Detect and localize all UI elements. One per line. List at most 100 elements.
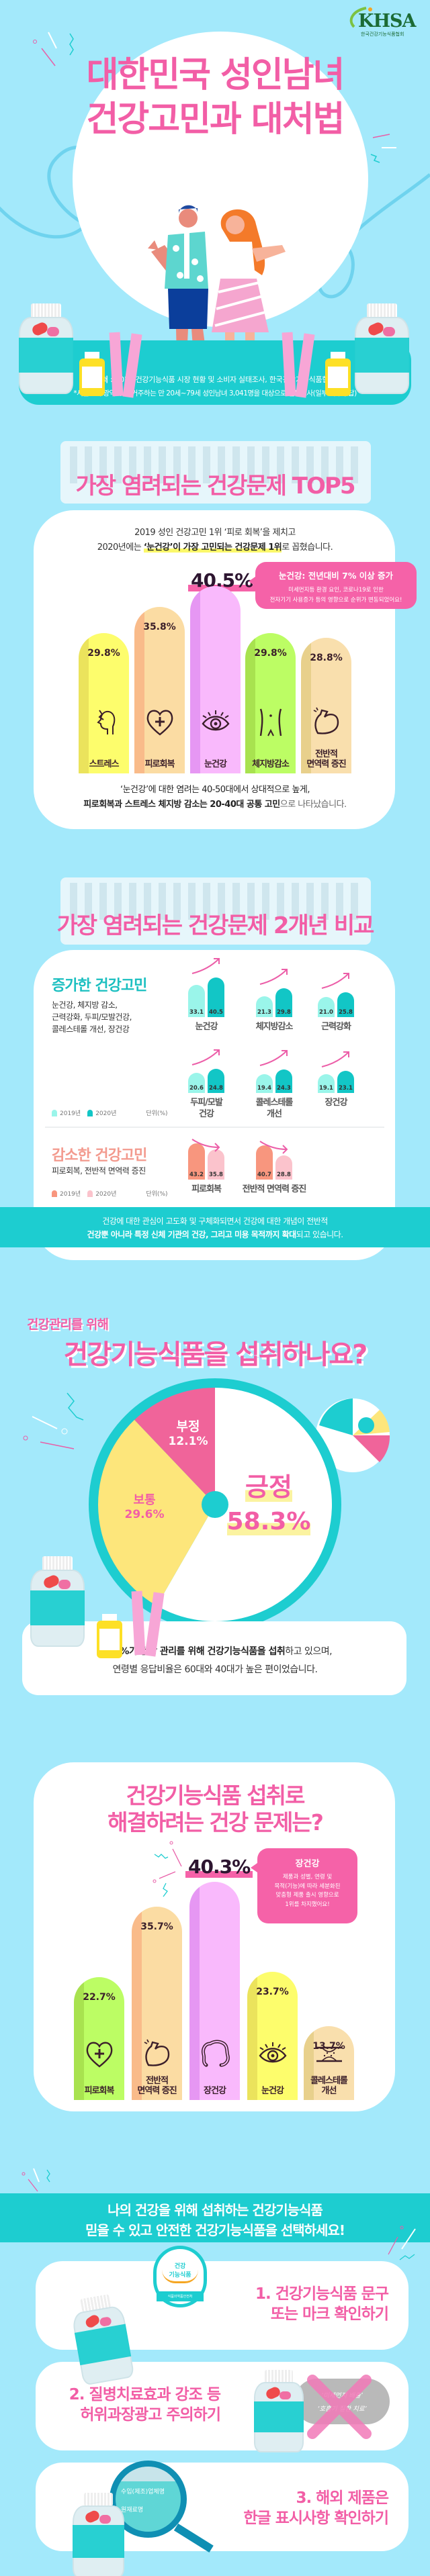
bar-2020: 28.8 — [275, 1155, 292, 1180]
source-text: 2020 건강기능식품 시장 현황 및 소비자 실태조사, 한국건강기능식품협회 — [115, 375, 336, 384]
khsa-logo: KHSA 한국건강기능식품협회 — [346, 5, 416, 38]
bar-category-label: 두피/모발 건강 — [190, 1098, 223, 1119]
supplement-bottle-illustration — [355, 303, 409, 394]
decreased-legend: 2019년 2020년 단위(%) — [52, 1189, 168, 1198]
pie-label-negative: 부정 12.1% — [168, 1417, 208, 1448]
muscle-arm-icon — [142, 2038, 173, 2069]
bar-label: 눈건강 — [261, 2085, 284, 2096]
slice-label: 긍정 — [245, 1472, 292, 1502]
bar-category-label: 근력강화 — [321, 1022, 351, 1032]
bar-value: 33.1 — [189, 1008, 204, 1016]
increase-arrow-icon — [259, 1049, 288, 1066]
bar-value: 13.7% — [312, 2040, 345, 2052]
health-functional-food-mark: 건강 기능식품 식품의약품안전처 — [153, 2246, 207, 2307]
bar-head-stress: 29.8% 스트레스 — [79, 633, 129, 773]
step-line: 1. 건강기능식품 문구 — [255, 2285, 389, 2303]
supplement-sticks-illustration — [282, 332, 317, 399]
bar-label: 눈건강 — [204, 759, 227, 769]
step-line: 한글 표시사항 확인하기 — [243, 2510, 389, 2527]
muscle-arm-icon — [311, 706, 342, 737]
bar-category-label: 전반적 면역력 증진 — [242, 1184, 307, 1194]
bar-value: 23.1 — [339, 1084, 353, 1092]
logo-swoosh-icon — [349, 7, 372, 28]
vitamin-bottle-illustration — [79, 352, 105, 396]
band-bold: 건강뿐 아니라 특정 신체 기관의 건강, 그리고 미용 목적까지 확대 — [87, 1230, 296, 1239]
bar-value: 29.8 — [277, 1008, 291, 1016]
supplement-bottle-illustration — [30, 1556, 85, 1647]
magnifier-text: 원재료명 — [121, 2507, 144, 2514]
callout-text: 제품과 성별, 연령 및 목적(기능)에 따라 세분화된 맞춤형 제품 출시 영… — [257, 1873, 357, 1909]
bar-category-label: 장건강 — [325, 1098, 348, 1108]
increase-arrow-icon — [191, 958, 220, 975]
bar-muscle-arm: 28.8% 전반적 면역력 증진 — [301, 637, 351, 773]
bar-value: 21.0 — [319, 1008, 333, 1016]
mark-text: 기능식품 — [162, 2270, 198, 2283]
legend-label: 2019년 — [60, 1110, 81, 1117]
supplement-sticks-illustration — [109, 332, 144, 399]
pie-slice — [97, 1419, 215, 1606]
slice-value: 29.6% — [124, 1508, 165, 1521]
desc-line: 눈건강, 체지방 감소, — [52, 1000, 118, 1010]
summary-bold: 58.3%가 건강 관리를 위해 건강기능식품을 섭취 — [97, 1646, 286, 1657]
decorative-squiggle-lines — [23, 1392, 84, 1449]
mark-text: 건강 — [174, 2263, 186, 2270]
bar-value: 40.7 — [257, 1172, 271, 1178]
eye-icon — [200, 706, 231, 737]
slice-value: 12.1% — [168, 1435, 208, 1448]
bar-category-label: 눈건강 — [195, 1022, 218, 1032]
bar-2019: 33.1 — [188, 985, 205, 1017]
tips-banner-line2: 믿을 수 있고 안전한 건강기능식품을 선택하세요! — [85, 2222, 345, 2238]
increase-arrow-icon — [191, 1049, 220, 1066]
bar-2019: 21.0 — [318, 996, 335, 1017]
tips-banner-line1: 나의 건강을 위해 섭취하는 건강기능식품 — [108, 2202, 323, 2218]
bar-label: 체지방감소 — [252, 759, 290, 769]
legend-swatch-2019 — [52, 1190, 57, 1197]
mark-issuer: 식품의약품안전처 — [157, 2291, 204, 2301]
bar-label: 피로회복 — [84, 2085, 115, 2096]
legend-swatch-2019 — [52, 1109, 57, 1116]
bar-category-label: 콜레스테롤 개선 — [255, 1098, 294, 1119]
bar-2020: 29.8 — [275, 988, 292, 1017]
bar-intestine: 장건강 — [189, 1882, 240, 2100]
top5-footer-line2: 피로회복과 스트레스 체지방 감소는 20-40대 공통 고민으로 나타났습니다… — [0, 797, 430, 810]
top5-callout: 눈건강: 전년대비 7% 이상 증가 미세먼지등 환경 요인, 코로나19로 인… — [249, 562, 417, 609]
supplement-bottle-illustration — [254, 2370, 304, 2452]
bar-label: 장건강 — [204, 2085, 226, 2096]
unit-label: 단위(%) — [146, 1110, 168, 1117]
bar-2019: 20.6 — [188, 1073, 205, 1093]
pie-label-positive: 긍정 58.3% — [215, 1472, 322, 1537]
band-text: 되고 있습니다. — [296, 1230, 343, 1239]
step-line: 또는 마크 확인하기 — [270, 2305, 389, 2323]
bar-heart-plus: 22.7% 피로회복 — [74, 1977, 124, 2100]
bar-value: 24.3 — [277, 1084, 291, 1092]
step-line: 2. 질병치료효과 강조 등 — [69, 2386, 221, 2403]
cross-x-icon — [307, 2375, 372, 2439]
intake-pie-chart — [89, 1378, 341, 1631]
bar-value: 22.7% — [83, 1992, 116, 2003]
bar-2020: 24.8 — [208, 1069, 224, 1093]
tip-step-2: 2. 질병치료효과 강조 등 허위과장광고 주의하기 — [59, 2385, 221, 2425]
intake-summary-line2: 연령별 응답비율은 60대와 40대가 높은 편이었습니다. — [112, 1664, 318, 1675]
bar-2019: 21.3 — [256, 996, 273, 1017]
decreased-description: 피로회복, 전반적 면역력 증진 — [52, 1166, 146, 1176]
intro-text: 2020년에는 — [97, 542, 144, 553]
bar-value: 43.2 — [189, 1172, 204, 1178]
callout-text: 미세먼지등 환경 요인, 코로나19로 인한 — [288, 587, 384, 593]
increased-legend: 2019년 2020년 단위(%) — [52, 1108, 168, 1117]
bar-artery: 13.7% 콜레스테롤 개선 — [304, 2025, 354, 2100]
top5-footer-line1: ‘눈건강’에 대한 염려는 40-50대에서 상대적으로 높게, — [120, 785, 310, 795]
solve-highlight-value: 40.3% — [185, 1856, 253, 1878]
increase-arrow-icon — [321, 1051, 349, 1067]
pie-label-neutral: 보통 29.6% — [118, 1490, 171, 1521]
tips-banner — [0, 2193, 430, 2242]
bar-value: 29.8% — [254, 648, 287, 659]
compare-summary-band — [0, 1207, 430, 1247]
desc-line: 콜레스테롤 개선, 장건강 — [52, 1024, 130, 1034]
bar-value: 19.4 — [257, 1084, 271, 1092]
footer-text: 으로 나타났습니다. — [280, 800, 347, 810]
bar-heart-plus: 35.8% 피로회복 — [134, 606, 185, 773]
callout-line: 맞춤형 제품 출시 영향으로 — [275, 1892, 339, 1899]
top5-title: 가장 염려되는 건강문제 TOP5 — [75, 473, 356, 499]
tip-step-1: 1. 건강기능식품 문구 또는 마크 확인하기 — [255, 2284, 389, 2324]
